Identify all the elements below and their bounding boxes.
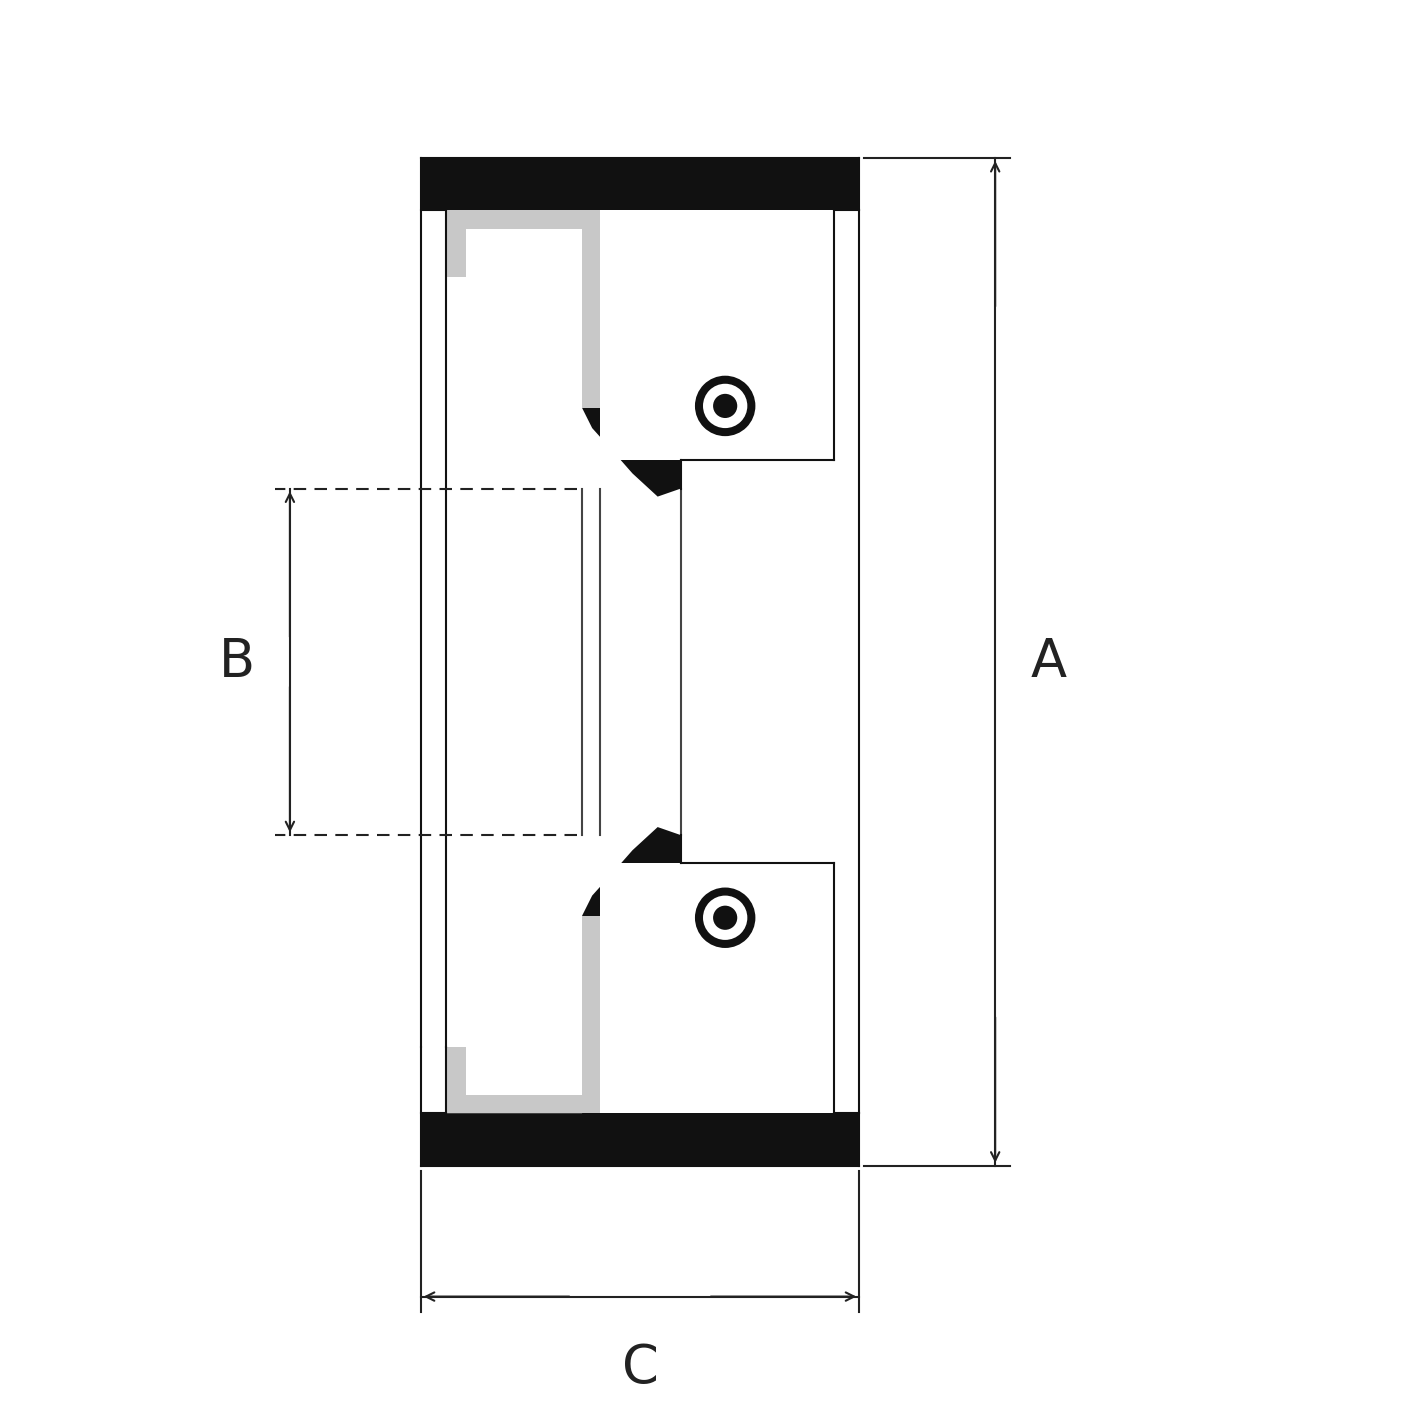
Text: B: B: [218, 636, 254, 688]
Polygon shape: [467, 211, 834, 460]
Polygon shape: [420, 827, 859, 1166]
Polygon shape: [582, 211, 600, 408]
Polygon shape: [582, 915, 600, 1114]
Polygon shape: [420, 157, 859, 496]
Polygon shape: [467, 863, 834, 1114]
Polygon shape: [446, 211, 467, 277]
Circle shape: [713, 905, 737, 929]
Text: C: C: [621, 1341, 658, 1393]
Polygon shape: [446, 1046, 467, 1114]
Polygon shape: [467, 1095, 600, 1114]
Circle shape: [695, 887, 755, 948]
Circle shape: [703, 896, 748, 941]
Text: A: A: [1031, 636, 1067, 688]
Circle shape: [703, 384, 748, 427]
Circle shape: [695, 375, 755, 436]
Circle shape: [713, 394, 737, 418]
Polygon shape: [467, 211, 600, 229]
